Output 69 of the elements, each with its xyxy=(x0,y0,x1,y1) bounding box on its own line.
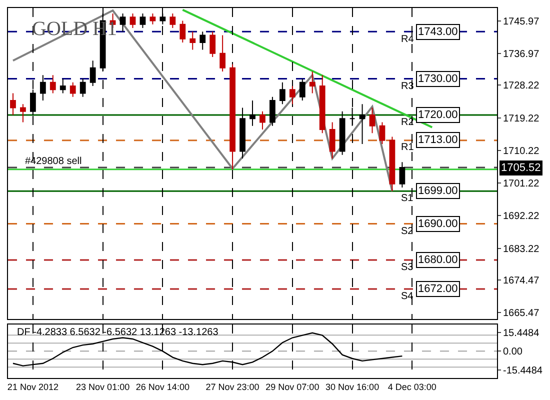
x-tick-label: 21 Nov 2012 xyxy=(7,382,58,392)
y-tick-label: 1674.47 xyxy=(503,276,540,287)
ref-line-label: R4 xyxy=(401,34,414,45)
annotation: 1699.00 xyxy=(418,185,458,197)
line-series xyxy=(12,10,394,192)
y-tick-label: 1745.97 xyxy=(503,16,540,28)
candlestick xyxy=(270,96,276,126)
y-tick-label: 1719.22 xyxy=(503,113,540,124)
ref-line-label: S1 xyxy=(401,193,414,204)
candlestick xyxy=(120,12,126,32)
y-tick-label: 1692.22 xyxy=(503,211,540,222)
y-tick-label: 1710.22 xyxy=(503,146,540,157)
candlestick xyxy=(20,104,26,123)
y-tick-label: 1665.47 xyxy=(503,308,540,320)
candlestick xyxy=(70,82,76,98)
candlestick xyxy=(389,136,396,192)
candlestick xyxy=(359,104,366,144)
candlestick xyxy=(309,70,316,94)
x-tick-label: 26 Nov 14:00 xyxy=(136,382,190,392)
annotation: 1690.00 xyxy=(418,218,458,230)
candlestick xyxy=(50,74,56,94)
candlestick xyxy=(289,85,296,105)
annotation: 1720.00 xyxy=(418,109,458,121)
candlestick xyxy=(240,107,246,159)
candlestick xyxy=(150,12,156,25)
x-tick-label: 4 Dec 03:00 xyxy=(388,382,436,392)
candlestick xyxy=(190,31,196,50)
annotation: 1672.00 xyxy=(418,283,458,295)
annotation: 1730.00 xyxy=(418,73,458,85)
candlestick xyxy=(210,31,216,58)
candlestick xyxy=(80,78,86,98)
candlestick xyxy=(10,92,16,116)
candlestick xyxy=(220,34,226,72)
ref-line-label: R1 xyxy=(401,142,414,153)
candlestick xyxy=(140,12,146,28)
candlestick xyxy=(299,78,306,101)
candlestick xyxy=(379,122,386,144)
candlestick xyxy=(279,82,286,105)
candlestick xyxy=(200,31,206,50)
ref-line-label: 1705.52 xyxy=(501,162,541,174)
annotation: 1743.00 xyxy=(418,26,458,38)
x-tick-label: 29 Nov 07:00 xyxy=(266,382,320,392)
candlestick xyxy=(399,162,406,188)
chart-title: DF -4.2833 6.5632 -6.5632 13.1263 -13.1263 xyxy=(17,327,219,338)
candlestick xyxy=(319,74,326,134)
candlestick xyxy=(180,20,186,43)
annotation: 1713.00 xyxy=(418,134,458,146)
candlestick xyxy=(329,122,336,159)
candlestick xyxy=(260,110,266,130)
candlestick xyxy=(130,12,136,28)
annotation: 1680.00 xyxy=(418,254,458,266)
x-tick-label: 27 Nov 23:00 xyxy=(206,382,260,392)
y-tick-label: 15.4484 xyxy=(503,328,540,339)
y-tick-label: 1683.22 xyxy=(503,244,540,255)
candlestick xyxy=(339,110,346,156)
x-tick-label: 23 Nov 01:00 xyxy=(76,382,130,392)
y-tick-label: 1736.97 xyxy=(503,48,540,60)
y-tick-label: 0.00 xyxy=(503,346,523,358)
y-tick-label: -15.4484 xyxy=(503,366,543,377)
candlestick xyxy=(170,12,176,28)
candlestick xyxy=(369,107,376,134)
candlestick xyxy=(40,74,46,101)
candlestick xyxy=(250,100,256,126)
y-tick-label: 1728.22 xyxy=(503,80,540,92)
candlestick xyxy=(60,78,66,94)
x-tick-label: 30 Nov 16:00 xyxy=(326,382,380,392)
y-tick-label: 1701.22 xyxy=(503,178,540,190)
candlestick xyxy=(90,60,96,86)
ref-line-label: #429808 sell xyxy=(25,156,82,167)
